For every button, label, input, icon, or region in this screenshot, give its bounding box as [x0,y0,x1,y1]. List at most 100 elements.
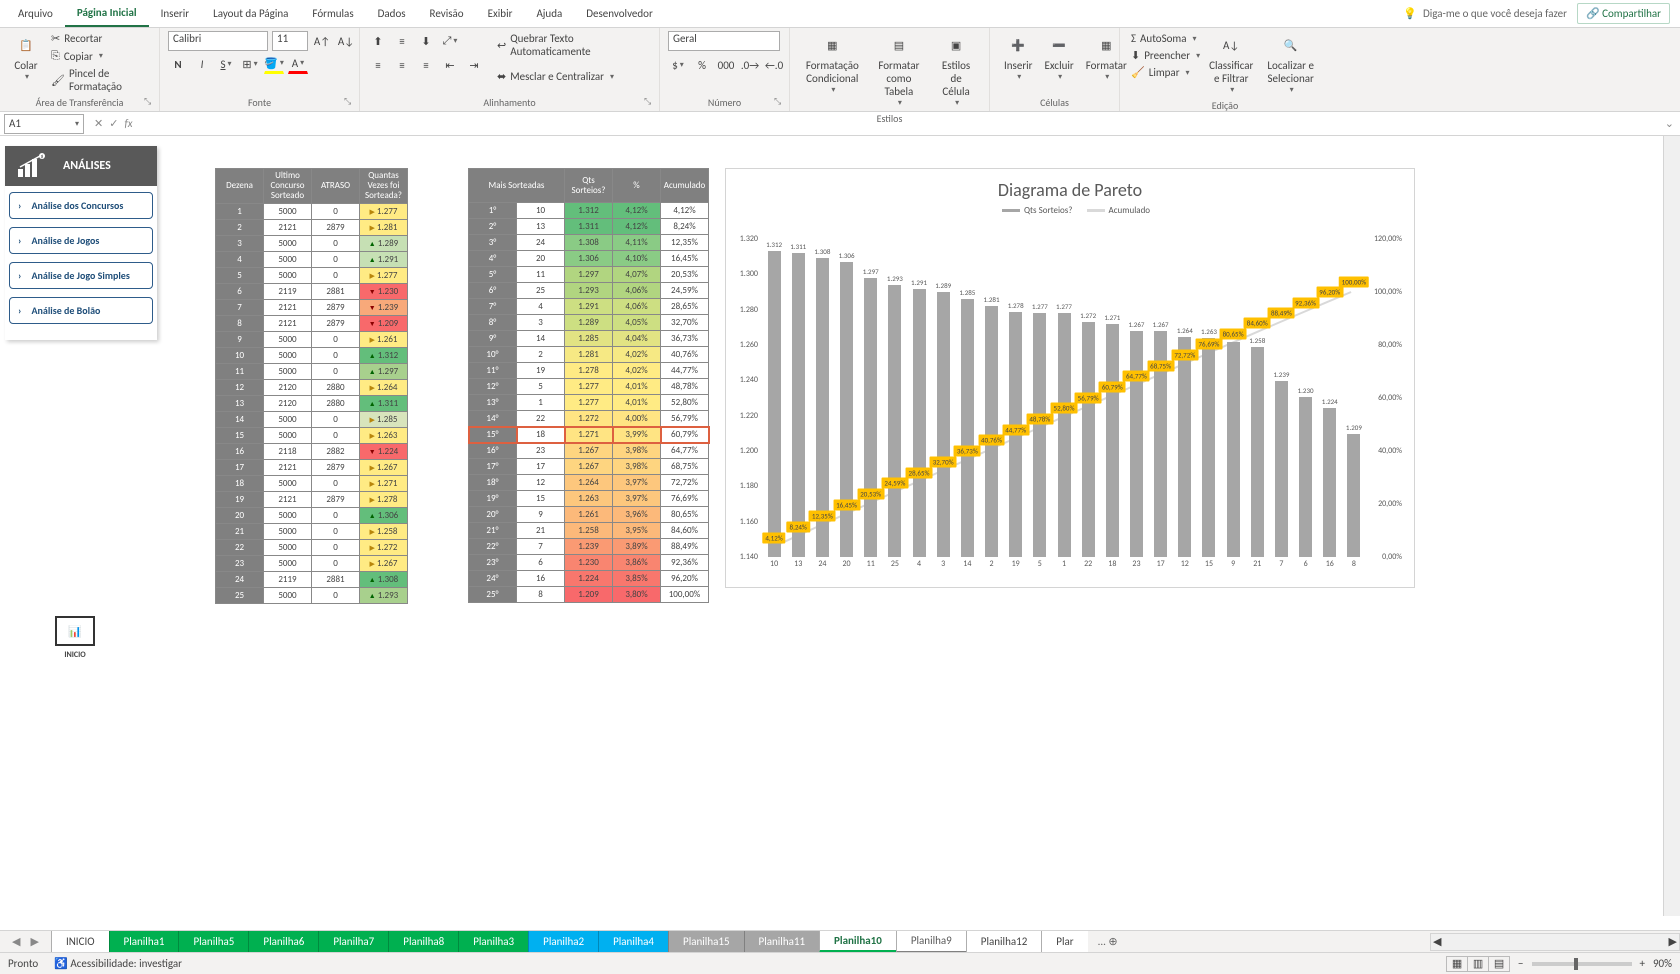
tab-ajuda[interactable]: Ajuda [524,1,574,26]
analysis-btn-1[interactable]: ›Análise de Jogos [9,227,153,254]
table-row[interactable]: 23°61.2303,86%92,36% [469,555,709,571]
percent-button[interactable]: % [692,55,712,75]
page-break-view-button[interactable]: ▤ [1488,956,1510,972]
share-button[interactable]: 🔗 Compartilhar [1577,3,1670,24]
copy-button[interactable]: ⎘Copiar▾ [48,48,151,64]
vertical-scrollbar[interactable] [1663,136,1680,916]
merge-center-button[interactable]: ⬌Mesclar e Centralizar▾ [494,69,651,84]
table-row[interactable]: 24°161.2243,85%96,20% [469,571,709,587]
sheet-tab-planilha9[interactable]: Planilha9 [896,931,967,953]
decrease-decimal-button[interactable]: ←.0 [764,55,784,75]
sheet-tab-planilha4[interactable]: Planilha4 [598,931,669,953]
table-row[interactable]: 19°151.2633,97%76,69% [469,491,709,507]
tab-layout[interactable]: Layout da Página [201,1,300,26]
table-row[interactable]: 16°231.2673,98%64,77% [469,443,709,459]
table-row[interactable]: 7°41.2914,06%28,65% [469,299,709,315]
sheet-tab-planilha2[interactable]: Planilha2 [528,931,599,953]
table-row[interactable]: 11500001.297 [216,364,408,380]
view-mode-buttons[interactable]: ▦▥▤ [1447,956,1510,972]
table-row[interactable]: 1500001.277 [216,204,408,220]
sheet-tab-planilha15[interactable]: Planilha15 [668,931,745,953]
table-row[interactable]: 5°111.2974,07%20,53% [469,267,709,283]
table-row[interactable]: 17°171.2673,98%68,75% [469,459,709,475]
table-row[interactable]: 4500001.291 [216,252,408,268]
tell-me-search[interactable]: 💡Diga-me o que você deseja fazer [1393,7,1577,20]
sheet-tab-planilha1[interactable]: Planilha1 [109,931,180,953]
underline-button[interactable]: S▾ [216,54,236,74]
cell-styles-button[interactable]: ▣Estilos de Célula▾ [931,31,981,110]
normal-view-button[interactable]: ▦ [1446,956,1468,972]
table-row[interactable]: 18500001.271 [216,476,408,492]
fx-button[interactable]: fx [124,117,132,130]
add-sheet-button[interactable]: ... ⊕ [1088,935,1128,948]
increase-decimal-button[interactable]: .0→ [740,55,760,75]
table-row[interactable]: 18°121.2643,97%72,72% [469,475,709,491]
zoom-out-button[interactable]: − [1518,957,1523,970]
table-row[interactable]: 9500001.261 [216,332,408,348]
zoom-level[interactable]: 90% [1653,957,1672,970]
accessibility-status[interactable]: ♿ Acessibilidade: investigar [54,957,182,970]
table-row[interactable]: 17212128791.267 [216,460,408,476]
sheet-tab-inicio[interactable]: INICIO [51,931,110,953]
decrease-font-button[interactable]: A↓ [336,31,356,51]
table-row[interactable]: 14500001.285 [216,412,408,428]
format-painter-button[interactable]: 🖌Pincel de Formatação [48,66,151,94]
sheet-tab-planilha5[interactable]: Planilha5 [178,931,249,953]
table-row[interactable]: 15°181.2713,99%60,79% [469,427,709,443]
clear-button[interactable]: 🧹Limpar▾ [1128,65,1203,80]
table-row[interactable]: 8°31.2894,05%32,70% [469,315,709,331]
font-size-select[interactable]: 11 [272,31,308,51]
horizontal-scrollbar[interactable]: ◀▶ [1430,933,1680,951]
orientation-button[interactable]: ⤢▾ [440,31,460,51]
font-name-select[interactable]: Calibri [168,31,268,51]
analysis-btn-3[interactable]: ›Análise de Bolão [9,297,153,324]
table-row[interactable]: 5500001.277 [216,268,408,284]
font-color-button[interactable]: A▾ [288,54,308,74]
table-row[interactable]: 13°11.2774,01%52,80% [469,395,709,411]
table-row[interactable]: 8212128791.209 [216,316,408,332]
table-row[interactable]: 15500001.263 [216,428,408,444]
table-row[interactable]: 22500001.272 [216,540,408,556]
table-row[interactable]: 7212128791.239 [216,300,408,316]
alignment-launcher[interactable]: ⤡ [644,96,656,108]
sheet-tab-plar[interactable]: Plar [1041,931,1087,953]
sort-filter-button[interactable]: A↓Classificar e Filtrar▾ [1203,31,1259,97]
font-launcher[interactable]: ⤡ [344,96,356,108]
align-top-button[interactable]: ⬆ [368,31,388,51]
sheet-tab-planilha8[interactable]: Planilha8 [388,931,459,953]
bold-button[interactable]: N [168,54,188,74]
table-row[interactable]: 10500001.312 [216,348,408,364]
table-row[interactable]: 12212028801.264 [216,380,408,396]
table-row[interactable]: 2212128791.281 [216,220,408,236]
table-row[interactable]: 11°191.2784,02%44,77% [469,363,709,379]
table-row[interactable]: 6°251.2934,06%24,59% [469,283,709,299]
insert-cells-button[interactable]: ➕Inserir▾ [998,31,1039,84]
sheet-tab-planilha7[interactable]: Planilha7 [318,931,389,953]
find-select-button[interactable]: 🔍Localizar e Selecionar▾ [1259,31,1322,97]
expand-formula-bar-button[interactable]: ⌄ [1659,117,1680,130]
number-format-select[interactable]: Geral [668,31,780,51]
table-row[interactable]: 13212028801.311 [216,396,408,412]
format-as-table-button[interactable]: ▤Formatar como Tabela▾ [867,31,932,110]
table-row[interactable]: 19212128791.278 [216,492,408,508]
increase-font-button[interactable]: A↑ [312,31,332,51]
align-middle-button[interactable]: ≡ [392,31,412,51]
currency-button[interactable]: $▾ [668,55,688,75]
decrease-indent-button[interactable]: ⇤ [440,55,460,75]
table-row[interactable]: 1°101.3124,12%4,12% [469,203,709,219]
table-row[interactable]: 20°91.2613,96%80,65% [469,507,709,523]
table-row[interactable]: 23500001.267 [216,556,408,572]
analysis-btn-2[interactable]: ›Análise de Jogo Simples [9,262,153,289]
table-row[interactable]: 12°51.2774,01%48,78% [469,379,709,395]
tab-revisao[interactable]: Revisão [418,1,476,26]
table-row[interactable]: 16211828821.224 [216,444,408,460]
fill-color-button[interactable]: 🪣▾ [264,54,284,74]
tab-inserir[interactable]: Inserir [149,1,202,26]
cancel-formula-button[interactable]: ✕ [94,117,103,130]
sheet-tab-planilha3[interactable]: Planilha3 [458,931,529,953]
table-row[interactable]: 9°141.2854,04%36,73% [469,331,709,347]
worksheet-content[interactable]: $ ANÁLISES ›Análise dos Concursos›Anális… [0,136,1663,916]
sheet-nav-arrows[interactable]: ◀▶ [0,935,51,948]
number-launcher[interactable]: ⤡ [774,96,786,108]
tab-arquivo[interactable]: Arquivo [6,1,65,26]
